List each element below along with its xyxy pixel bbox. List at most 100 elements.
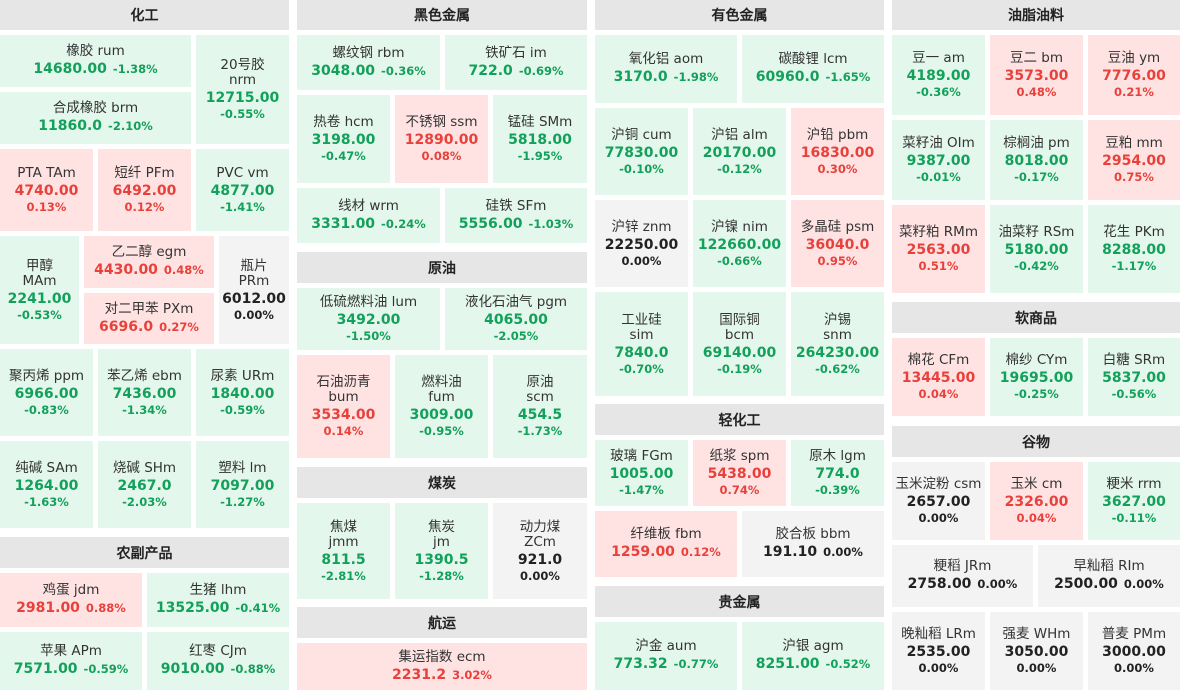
quote-cell-ppm[interactable]: 聚丙烯 ppm 6966.00 -0.83%: [0, 349, 93, 436]
quote-cell-csm[interactable]: 玉米淀粉 csm 2657.00 0.00%: [892, 462, 985, 540]
section-header-shipping: 航运: [297, 607, 587, 638]
quote-cell-brm[interactable]: 合成橡胶 brm 11860.0 -2.10%: [0, 92, 191, 144]
quote-cell-pbm[interactable]: 沪铅 pbm 16830.00 0.30%: [791, 108, 884, 195]
quote-cell-whm[interactable]: 强麦 WHm 3050.00 0.00%: [990, 612, 1083, 690]
quote-cell-shm[interactable]: 烧碱 SHm 2467.0 -2.03%: [98, 441, 191, 528]
quote-cell-jrm[interactable]: 粳稻 JRm 2758.00 0.00%: [892, 545, 1033, 607]
quote-cell-jdm[interactable]: 鸡蛋 jdm 2981.00 0.88%: [0, 573, 142, 627]
quote-cell-am[interactable]: 豆一 am 4189.00 -0.36%: [892, 35, 985, 115]
quote-cell-lhm[interactable]: 生猪 lhm 13525.00 -0.41%: [147, 573, 289, 627]
quote-change: -0.52%: [825, 657, 871, 671]
quote-cell-rum[interactable]: 橡胶 rum 14680.00 -1.38%: [0, 35, 191, 87]
quote-cell-ebm[interactable]: 苯乙烯 ebm 7436.00 -1.34%: [98, 349, 191, 436]
quote-cell-agm[interactable]: 沪银 agm 8251.00 -0.52%: [742, 622, 884, 690]
quote-cell-pkm[interactable]: 花生 PKm 8288.00 -1.17%: [1088, 205, 1180, 293]
quote-cell-pgm[interactable]: 液化石油气 pgm 4065.00 -2.05%: [445, 288, 587, 350]
quote-cell-nrm[interactable]: 20号胶 nrm 12715.00 -0.55%: [196, 35, 289, 144]
quote-change: -0.10%: [619, 161, 664, 176]
quote-cell-fbm[interactable]: 纤维板 fbm 1259.00 0.12%: [595, 511, 737, 577]
quote-cell-znm[interactable]: 沪锌 znm 22250.00 0.00%: [595, 200, 688, 287]
quote-cell-rsm[interactable]: 油菜籽 RSm 5180.00 -0.42%: [990, 205, 1083, 293]
quote-cell-spm[interactable]: 纸浆 spm 5438.00 0.74%: [693, 440, 786, 506]
quote-cell-bcm[interactable]: 国际铜 bcm 69140.00 -0.19%: [693, 292, 786, 396]
quote-price: 454.5: [517, 407, 563, 423]
quote-change: 3.02%: [452, 667, 492, 682]
quote-name: 聚丙烯 ppm: [8, 367, 85, 384]
quote-cell-fum[interactable]: 燃料油 fum 3009.00 -0.95%: [395, 355, 488, 458]
quote-cell-pxm[interactable]: 对二甲苯 PXm 6696.0 0.27%: [84, 293, 214, 344]
quote-cell-lrm[interactable]: 晚籼稻 LRm 2535.00 0.00%: [892, 612, 985, 690]
quote-name: PVC vm: [216, 165, 269, 181]
quote-cell-egm[interactable]: 乙二醇 egm 4430.00 0.48%: [84, 236, 214, 288]
quote-cell-vm[interactable]: PVC vm 4877.00 -1.41%: [196, 149, 289, 231]
quote-cell-fgm[interactable]: 玻璃 FGm 1005.00 -1.47%: [595, 440, 688, 506]
quote-cell-oim[interactable]: 菜籽油 OIm 9387.00 -0.01%: [892, 120, 985, 200]
quote-name: 瓶片: [240, 257, 268, 274]
quote-name: 棕榈油 pm: [1003, 135, 1070, 151]
quote-cell-mm[interactable]: 豆粕 mm 2954.00 0.75%: [1088, 120, 1180, 200]
quote-cell-cfm[interactable]: 棉花 CFm 13445.00 0.04%: [892, 338, 985, 416]
quote-price: 3048.00: [311, 62, 376, 79]
quote-name: 乙二醇 egm: [111, 244, 187, 260]
quote-cell-psm[interactable]: 多晶硅 psm 36040.0 0.95%: [791, 200, 884, 287]
quote-cell-lum[interactable]: 低硫燃料油 lum 3492.00 -1.50%: [297, 288, 440, 350]
quote-cell-aum[interactable]: 沪金 aum 773.32 -0.77%: [595, 622, 737, 690]
quote-name: 低硫燃料油 lum: [319, 294, 418, 310]
quote-cell-sam[interactable]: 纯碱 SAm 1264.00 -1.63%: [0, 441, 93, 528]
quote-name: 铁矿石 im: [485, 44, 547, 61]
quote-cell-prm[interactable]: 瓶片 PRm 6012.00 0.00%: [219, 236, 289, 344]
quote-cell-bm[interactable]: 豆二 bm 3573.00 0.48%: [990, 35, 1083, 115]
quote-price: 3573.00: [1004, 68, 1069, 84]
quote-cell-jm[interactable]: 焦炭 jm 1390.5 -1.28%: [395, 503, 488, 599]
quote-cell-ym[interactable]: 豆油 ym 7776.00 0.21%: [1088, 35, 1180, 115]
quote-cell-jmm[interactable]: 焦煤 jmm 811.5 -2.81%: [297, 503, 390, 599]
quote-cell-tam[interactable]: PTA TAm 4740.00 0.13%: [0, 149, 93, 231]
quote-cell-sfm[interactable]: 硅铁 SFm 5556.00 -1.03%: [445, 188, 587, 243]
quote-cell-cym[interactable]: 棉纱 CYm 19695.00 -0.25%: [990, 338, 1083, 416]
quote-cell-snm[interactable]: 沪锡 snm 264230.00 -0.62%: [791, 292, 884, 396]
quote-cell-lcm[interactable]: 碳酸锂 lcm 60960.0 -1.65%: [742, 35, 884, 103]
quote-cell-cm[interactable]: 玉米 cm 2326.00 0.04%: [990, 462, 1083, 540]
quote-cell-ecm[interactable]: 集运指数 ecm 2231.2 3.02%: [297, 643, 587, 690]
quote-cell-apm[interactable]: 苹果 APm 7571.00 -0.59%: [0, 632, 142, 690]
quote-cell-bum[interactable]: 石油沥青 bum 3534.00 0.14%: [297, 355, 390, 458]
quote-cell-lm[interactable]: 塑料 lm 7097.00 -1.27%: [196, 441, 289, 528]
quote-change: 0.00%: [1016, 661, 1057, 675]
section-header-crude: 原油: [297, 252, 587, 283]
quote-change: 0.30%: [817, 161, 858, 176]
quote-cell-cum[interactable]: 沪铜 cum 77830.00 -0.10%: [595, 108, 688, 195]
quote-cell-sim[interactable]: 工业硅 sim 7840.0 -0.70%: [595, 292, 688, 396]
quote-price: 3170.0: [613, 69, 668, 85]
quote-cell-srm[interactable]: 白糖 SRm 5837.00 -0.56%: [1088, 338, 1180, 416]
quote-cell-ssm[interactable]: 不锈钢 ssm 12890.00 0.08%: [395, 95, 488, 183]
quote-cell-cjm[interactable]: 红枣 CJm 9010.00 -0.88%: [147, 632, 289, 690]
quote-change: 0.00%: [823, 545, 863, 559]
quote-price: 8018.00: [1004, 153, 1069, 169]
quote-cell-rim[interactable]: 早籼稻 RIm 2500.00 0.00%: [1038, 545, 1180, 607]
quote-cell-im[interactable]: 铁矿石 im 722.0 -0.69%: [445, 35, 587, 90]
quote-cell-zcm[interactable]: 动力煤 ZCm 921.0 0.00%: [493, 503, 587, 599]
quote-cell-alm[interactable]: 沪铝 alm 20170.00 -0.12%: [693, 108, 786, 195]
quote-cell-lgm[interactable]: 原木 lgm 774.0 -0.39%: [791, 440, 884, 506]
quote-cell-bbm[interactable]: 胶合板 bbm 191.10 0.00%: [742, 511, 884, 577]
quote-cell-pmm[interactable]: 普麦 PMm 3000.00 0.00%: [1088, 612, 1180, 690]
quote-price: 7097.00: [210, 477, 275, 494]
quote-price: 5180.00: [1004, 242, 1069, 258]
quote-change: -0.56%: [1111, 387, 1157, 401]
quote-cell-mam[interactable]: 甲醇 MAm 2241.00 -0.53%: [0, 236, 79, 344]
quote-cell-nim[interactable]: 沪镍 nim 122660.00 -0.66%: [693, 200, 786, 287]
quote-cell-smm[interactable]: 锰硅 SMm 5818.00 -1.95%: [493, 95, 587, 183]
quote-cell-scm[interactable]: 原油 scm 454.5 -1.73%: [493, 355, 587, 458]
quote-cell-pm[interactable]: 棕榈油 pm 8018.00 -0.17%: [990, 120, 1083, 200]
quote-cell-rrm[interactable]: 粳米 rrm 3627.00 -0.11%: [1088, 462, 1180, 540]
quote-cell-urm[interactable]: 尿素 URm 1840.00 -0.59%: [196, 349, 289, 436]
quote-cell-hcm[interactable]: 热卷 hcm 3198.00 -0.47%: [297, 95, 390, 183]
quote-cell-rmm[interactable]: 菜籽粕 RMm 2563.00 0.51%: [892, 205, 985, 293]
section-header-nonferrous: 有色金属: [595, 0, 884, 30]
quote-price: 14680.00: [33, 61, 107, 77]
quote-cell-wrm[interactable]: 线材 wrm 3331.00 -0.24%: [297, 188, 440, 243]
quote-change: -0.70%: [619, 361, 664, 376]
quote-cell-pfm[interactable]: 短纤 PFm 6492.00 0.12%: [98, 149, 191, 231]
quote-cell-rbm[interactable]: 螺纹钢 rbm 3048.00 -0.36%: [297, 35, 440, 90]
quote-cell-aom[interactable]: 氧化铝 aom 3170.0 -1.98%: [595, 35, 737, 103]
